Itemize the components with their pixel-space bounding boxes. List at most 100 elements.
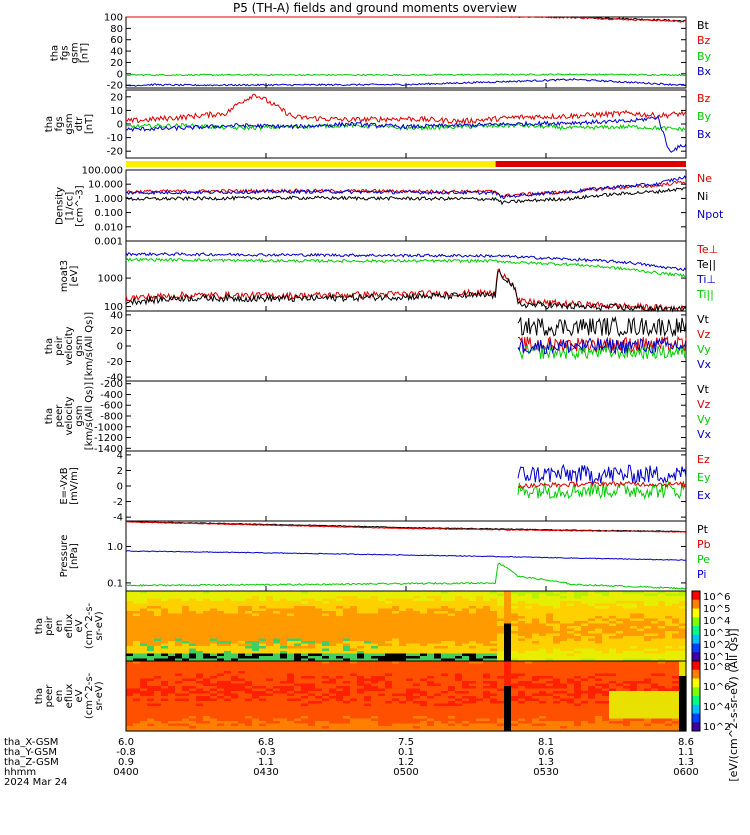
spectrogram-cell [679,651,687,655]
spectrogram-cell [154,673,162,677]
spectrogram-cell [413,646,421,650]
spectrogram-cell [343,638,351,642]
spectrogram-cell [126,603,134,607]
spectrogram-cell [406,653,414,657]
spectrogram-cell [154,616,162,620]
spectrogram-cell [672,701,680,705]
spectrogram-cell [259,651,267,655]
spectrogram-cell [357,633,365,637]
spectrogram-cell [336,618,344,622]
spectrogram-cell [266,616,274,620]
efield-series-ex [517,463,687,485]
spectrogram-cell [196,693,204,697]
spectrogram-cell [637,593,645,597]
spectrogram-cell [546,623,554,627]
spectrogram-cell [147,648,155,652]
spectrogram-cell [175,658,183,662]
spectrogram-cell [294,703,302,707]
footer-value: -0.3 [256,747,276,758]
colorbar-tick-label: 10^4 [703,702,730,713]
spectrogram-cell [266,646,274,650]
spectrogram-cell [448,668,456,672]
spectrogram-cell [294,596,302,600]
spectrogram-cell [154,713,162,717]
fgs_detrend-series-bz [125,93,687,125]
spectrogram-cell [595,671,603,675]
spectrogram-cell [329,673,337,677]
spectrogram-cell [511,631,519,635]
spectrogram-cell [203,673,211,677]
spectrogram-cell [336,698,344,702]
spectrogram-cell [161,703,169,707]
spectrogram-cell [203,703,211,707]
spectrogram-cell [455,658,463,662]
spectrogram-cell [182,591,190,595]
spectrogram-cell [490,713,498,717]
spectrogram-cell [497,696,505,700]
spectrogram-cell [357,688,365,692]
spectrogram-cell [161,658,169,662]
spectrogram-cell [574,641,582,645]
spectrogram-cell [378,636,386,640]
spectrogram-cell [126,683,134,687]
spectrogram-cell [427,726,435,730]
spectrogram-cell [553,683,561,687]
spectrogram-cell [518,606,526,610]
spectrogram-cell [637,676,645,680]
spectrogram-cell [252,713,260,717]
spectrogram-cell [476,671,484,675]
spectrogram-cell [399,703,407,707]
spectrogram-cell [350,658,358,662]
spectrogram-cell [469,638,477,642]
spectrogram-cell [189,608,197,612]
spectrogram-cell [280,698,288,702]
spectrogram-cell [357,703,365,707]
spectrogram-cell [581,596,589,600]
spectrogram-cell [371,596,379,600]
spectrogram-cell [455,616,463,620]
spectrogram-cell [280,706,288,710]
spectrogram-cell [147,708,155,712]
spectrogram-cell [392,591,400,595]
spectrogram-cell [602,676,610,680]
spectrogram-cell [427,673,435,677]
spectrogram-cell [539,711,547,715]
spectrogram-cell [490,651,498,655]
spectrogram-cell [252,671,260,675]
spectrogram-cell [448,688,456,692]
spectrogram-cell [364,663,372,667]
spectrogram-cell [658,611,666,615]
spectrogram-cell [448,696,456,700]
spectrogram-cell [357,656,365,660]
spectrogram-cell [385,723,393,727]
spectrogram-cell [511,618,519,622]
spectrogram-cell [161,598,169,602]
spectrogram-cell [350,678,358,682]
spectrogram-cell [154,596,162,600]
spectrogram-cell [329,663,337,667]
spectrogram-cell [616,603,624,607]
spectrogram-cell [252,646,260,650]
spectrogram-cell [672,628,680,632]
spectrogram-cell [322,643,330,647]
spectrogram-cell [364,683,372,687]
spectrogram-cell [154,686,162,690]
spectrogram-cell [280,643,288,647]
spectrogram-cell [651,626,659,630]
spectrogram-cell [630,628,638,632]
spectrogram-cell [532,681,540,685]
spectrogram-cell [273,658,281,662]
spectrogram-cell [658,703,666,707]
spectrogram-cell [399,646,407,650]
spectrogram-cell [630,678,638,682]
spectrogram-cell [511,651,519,655]
spectrogram-cell [651,713,659,717]
spectrogram-cell [140,671,148,675]
spectrogram-cell [546,633,554,637]
spectrogram-cell [308,688,316,692]
spectrogram-cell [175,716,183,720]
spectrogram-cell [574,696,582,700]
spectrogram-cell [490,636,498,640]
spectrogram-cell [266,696,274,700]
spectrogram-cell [287,618,295,622]
